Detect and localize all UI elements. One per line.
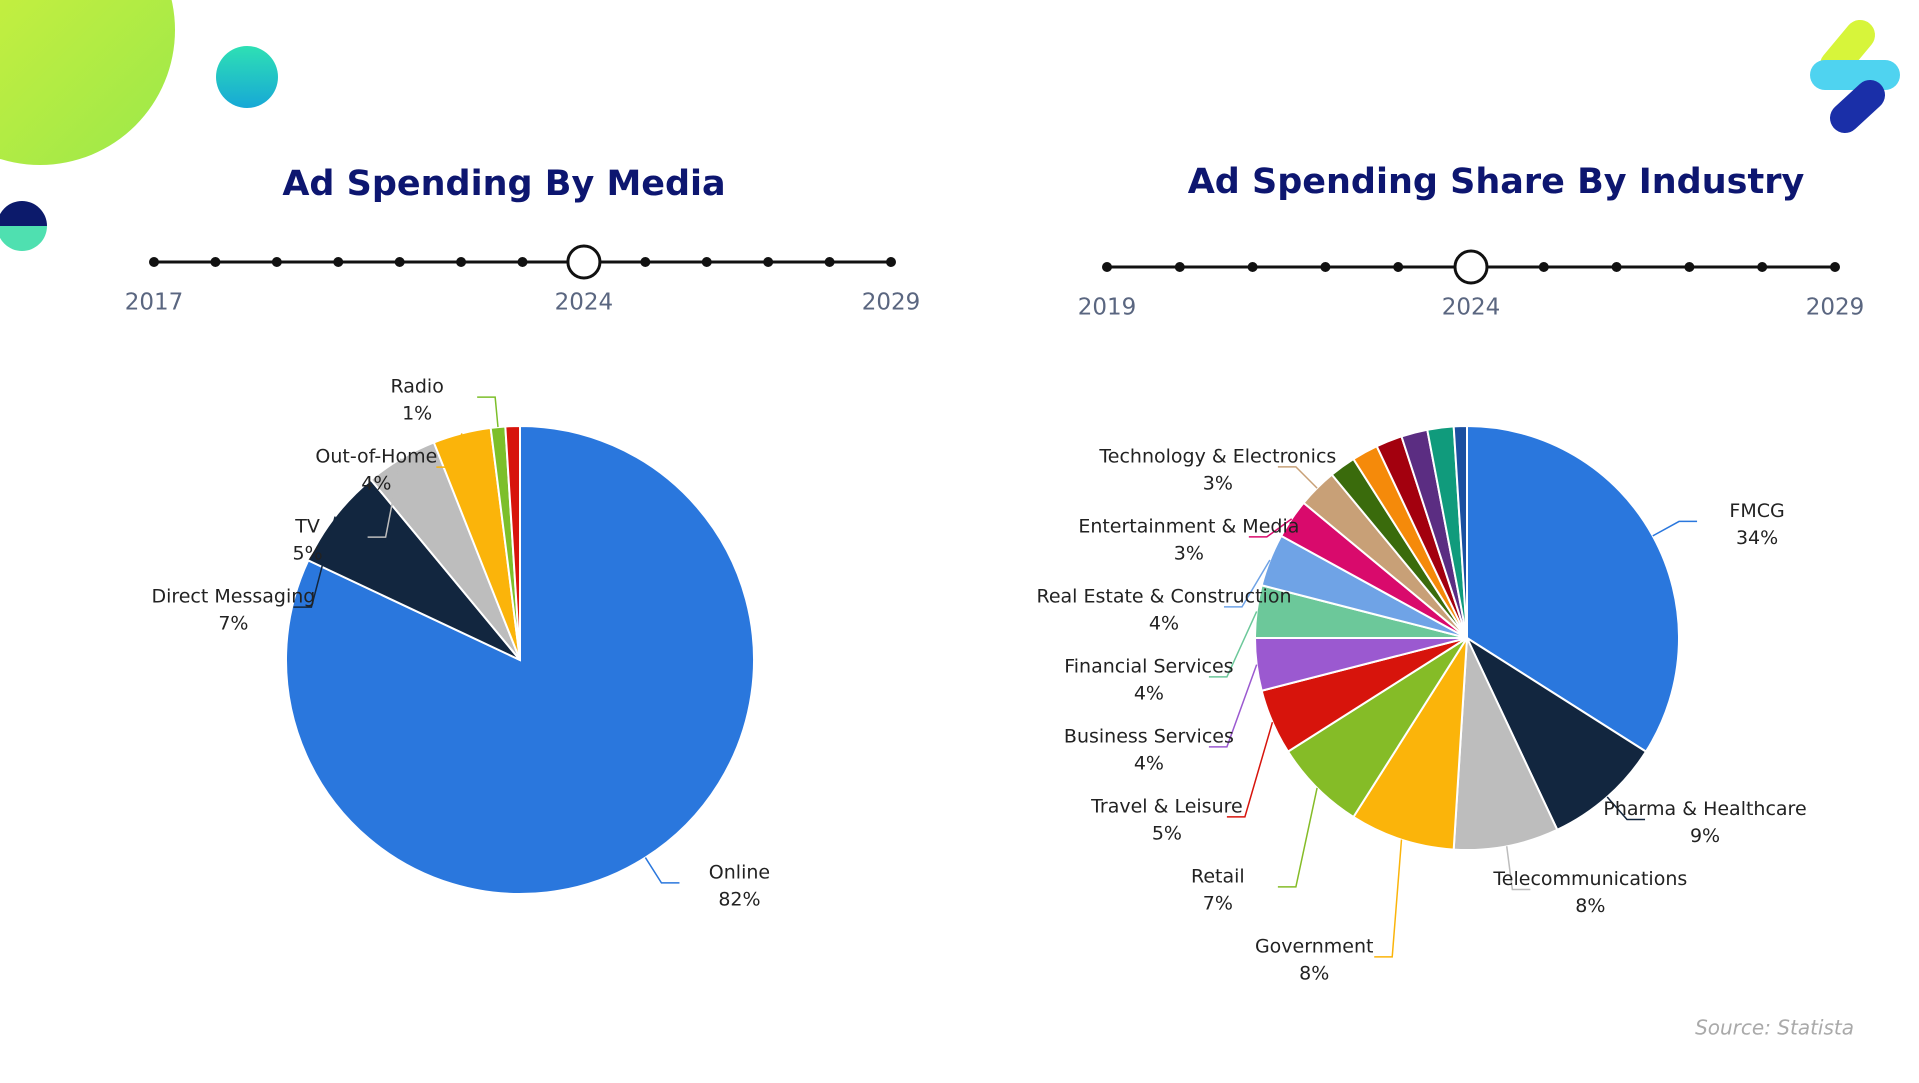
leader-line [436,433,463,468]
timeline-dot [1247,262,1258,272]
timeline-selected[interactable] [1453,249,1489,285]
leader-line [1374,839,1403,958]
timeline-dot [149,257,159,267]
slice-value-label: 34% [1736,527,1778,549]
leader-line [644,857,680,884]
leader-line [1277,466,1318,489]
slice-label: Real Estate & Construction [1036,585,1291,607]
timeline-dot [1830,262,1840,272]
timeline-dot [701,257,712,267]
slice-value-label: 5% [293,543,323,565]
slice-label: Travel & Leisure [1090,795,1243,817]
logo [1810,20,1900,133]
slice-value-label: 3% [1203,472,1233,494]
slice-label: Radio [390,376,443,398]
slice-label: Business Services [1064,725,1234,747]
leader-line [1208,611,1258,678]
slice-value-label: 4% [1134,752,1164,774]
timeline-dot [1320,262,1331,272]
source: Source: Statista [1695,1016,1854,1040]
pie-slice [1452,637,1559,851]
timeline-dot [886,257,896,267]
timeline-dot [210,257,221,267]
timeline-dot [333,257,344,267]
slice-value-label: 8% [1575,895,1605,917]
slice-label: Telecommunications [1492,868,1687,890]
slice-value-label: 5% [1152,822,1182,844]
slice-label: Technology & Electronics [1098,445,1336,467]
timeline-dot [1538,262,1549,272]
slice-value-label: 8% [1299,962,1329,984]
timeline-dot [517,257,528,267]
leader-line [1277,787,1318,888]
leader-line [1208,664,1258,748]
timeline-dot [1102,262,1112,272]
timeline-year: 2019 [1078,295,1137,321]
timeline-dot [1174,262,1185,272]
decor-circle [0,201,47,251]
chart-title: Ad Spending Share By Industry [1188,162,1805,202]
chart-title: Ad Spending By Media [282,164,725,204]
timeline-dot [640,257,651,267]
slice-label: TV [294,516,320,538]
slice-value-label: 1% [402,403,432,425]
slice-label: Financial Services [1064,655,1233,677]
slice-label: Retail [1191,865,1245,887]
timeline-dot [1757,262,1768,272]
timeline-dot [824,257,835,267]
slice-value-label: 9% [1690,825,1720,847]
timeline-year: 2029 [862,290,921,316]
timeline-year: 2024 [555,290,614,316]
slice-value-label: 4% [1134,682,1164,704]
slice-label: Government [1255,935,1374,957]
timeline-dot [763,257,774,267]
leader-line [1223,559,1271,608]
leader-line [1248,518,1293,538]
slice-label: Out-of-Home [315,446,437,468]
leader-line [367,458,402,538]
timeline-dot [271,257,282,267]
slice-label: Online [709,861,770,883]
slice-value-label: 82% [718,888,760,910]
slice-label: FMCG [1729,500,1784,522]
timeline-dot [1611,262,1622,272]
timeline-year: 2017 [125,290,184,316]
slice-label: Entertainment & Media [1078,515,1299,537]
slice-value-label: 4% [1149,612,1179,634]
timeline-year: 2029 [1806,295,1865,321]
timeline-year: 2024 [1442,295,1501,321]
leader-line [477,396,499,428]
pie-slice [1352,637,1468,851]
leader-line [1226,721,1274,818]
timeline-dot [1684,262,1695,272]
slice-label: Direct Messaging [151,586,315,608]
leader-line [1505,846,1531,891]
timeline-selected[interactable] [566,244,602,280]
slice-value-label: 7% [218,613,248,635]
timeline-dot [394,257,405,267]
slice-value-label: 7% [1203,892,1233,914]
leader-line [1652,520,1698,537]
timeline-dot [456,257,467,267]
slice-value-label: 3% [1174,542,1204,564]
timeline-dot [1393,262,1404,272]
leader-line [1606,796,1646,821]
leader-line [293,516,336,608]
slice-value-label: 4% [361,473,391,495]
slice-label: Pharma & Healthcare [1603,798,1806,820]
pie-slice [504,424,521,661]
pie-slice [1452,424,1468,639]
decor-circle [0,0,175,165]
decor-circle [216,46,278,108]
